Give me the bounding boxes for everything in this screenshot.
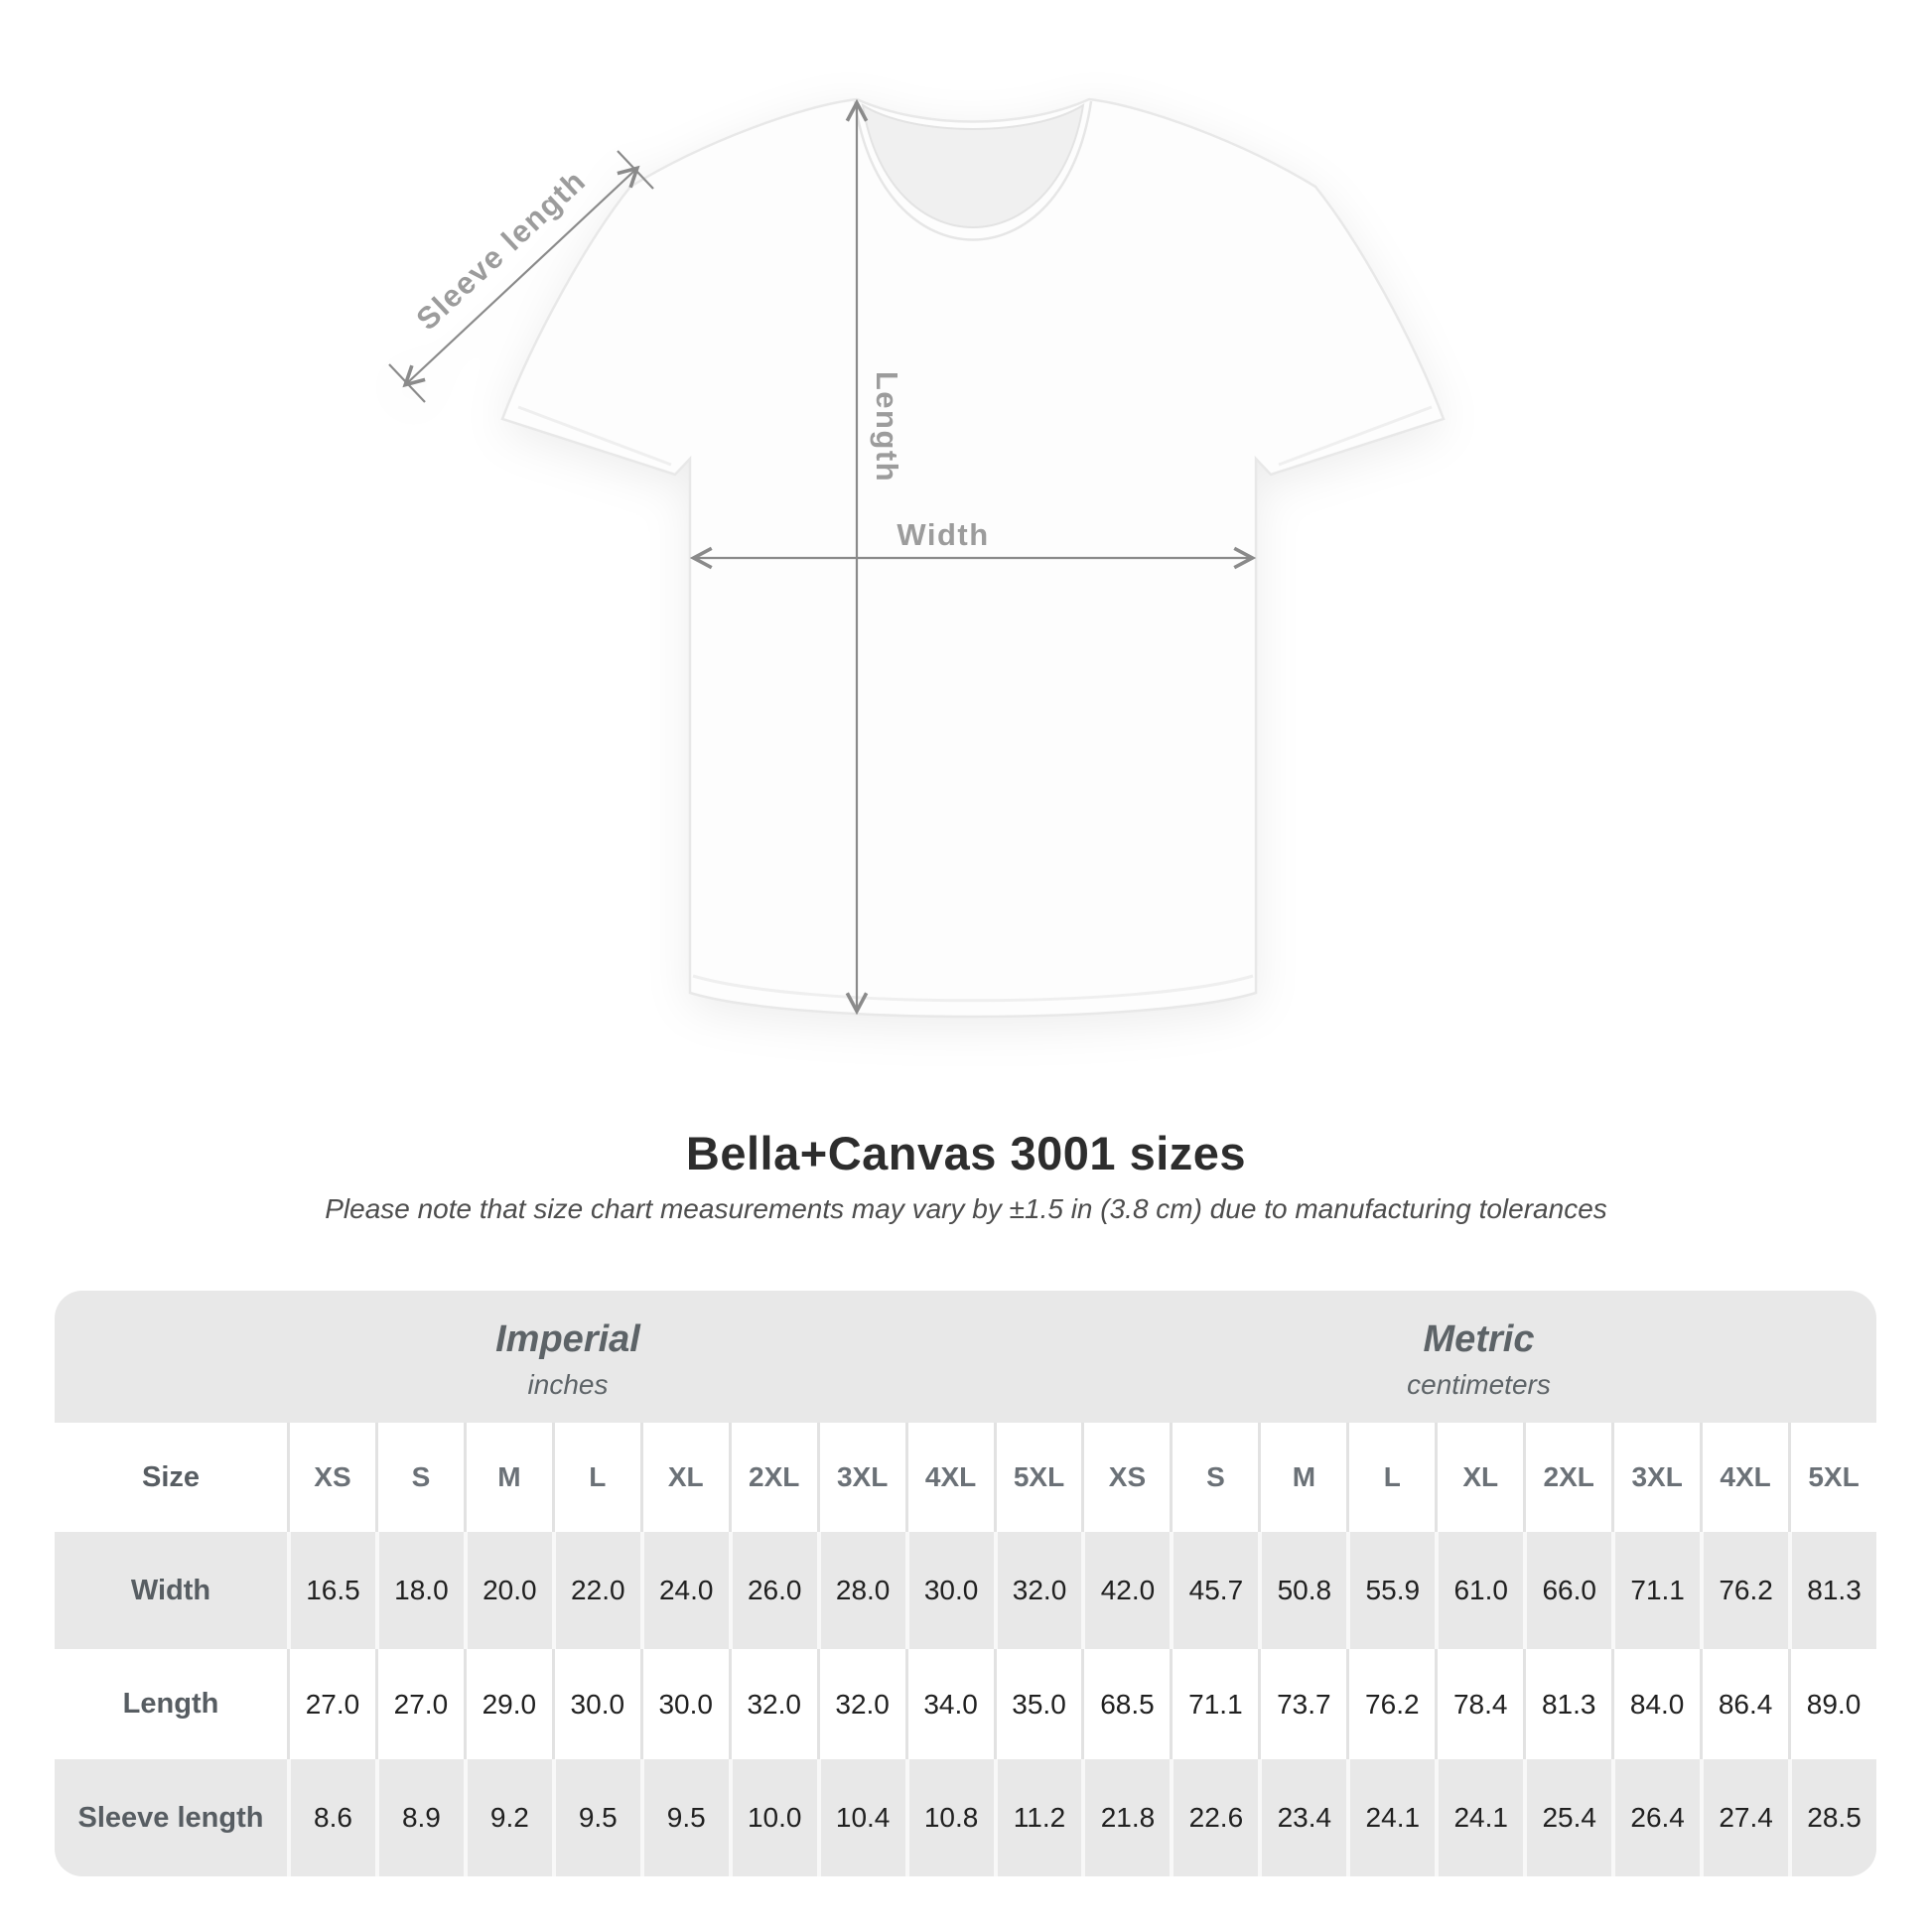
value-cell: 24.1 xyxy=(1435,1759,1524,1876)
value-cell: 35.0 xyxy=(993,1649,1082,1759)
value-cell: 61.0 xyxy=(1435,1532,1524,1649)
size-column-header-imperial-s: S xyxy=(374,1423,464,1532)
value-cell: 71.1 xyxy=(1170,1649,1259,1759)
value-cell: 81.3 xyxy=(1523,1649,1612,1759)
value-cell: 30.0 xyxy=(551,1649,640,1759)
size-column-header-metric-m: M xyxy=(1258,1423,1347,1532)
value-cell: 42.0 xyxy=(1081,1532,1171,1649)
value-cell: 30.0 xyxy=(639,1649,729,1759)
metric-section-unit: centimeters xyxy=(1407,1369,1551,1400)
value-cell: 81.3 xyxy=(1788,1532,1876,1649)
tshirt-neck-opening xyxy=(861,102,1085,228)
value-cell: 27.0 xyxy=(287,1649,375,1759)
table-header-band: Imperial inches Metric centimeters xyxy=(55,1291,1876,1423)
value-cell: 89.0 xyxy=(1788,1649,1876,1759)
value-cell: 11.2 xyxy=(993,1759,1082,1876)
size-column-header-imperial-5xl: 5XL xyxy=(993,1423,1082,1532)
page-title: Bella+Canvas 3001 sizes xyxy=(685,1127,1247,1179)
size-column-header-imperial-3xl: 3XL xyxy=(816,1423,905,1532)
size-column-header-imperial-xl: XL xyxy=(639,1423,729,1532)
size-column-header-metric-l: L xyxy=(1346,1423,1436,1532)
value-cell: 34.0 xyxy=(904,1649,994,1759)
size-header-label: Size xyxy=(55,1423,287,1532)
value-cell: 25.4 xyxy=(1523,1759,1612,1876)
sleeve-dimension-tick-bottom xyxy=(388,363,426,403)
value-cell: 68.5 xyxy=(1081,1649,1171,1759)
value-cell: 76.2 xyxy=(1346,1649,1436,1759)
value-cell: 8.6 xyxy=(287,1759,375,1876)
value-cell: 16.5 xyxy=(287,1532,375,1649)
value-cell: 29.0 xyxy=(463,1649,552,1759)
size-column-header-metric-3xl: 3XL xyxy=(1611,1423,1701,1532)
value-cell: 8.9 xyxy=(374,1759,464,1876)
value-cell: 10.4 xyxy=(816,1759,905,1876)
value-cell: 30.0 xyxy=(904,1532,994,1649)
value-cell: 78.4 xyxy=(1435,1649,1524,1759)
size-table: Imperial inches Metric centimeters Size X… xyxy=(55,1291,1876,1876)
value-cell: 26.0 xyxy=(728,1532,817,1649)
value-cell: 10.8 xyxy=(904,1759,994,1876)
value-cell: 9.5 xyxy=(639,1759,729,1876)
size-column-header-imperial-2xl: 2XL xyxy=(728,1423,817,1532)
width-label: Width xyxy=(897,517,990,552)
size-column-header-imperial-m: M xyxy=(463,1423,552,1532)
value-cell: 32.0 xyxy=(728,1649,817,1759)
value-cell: 50.8 xyxy=(1258,1532,1347,1649)
metric-section-header: Metric centimeters xyxy=(1081,1291,1876,1423)
value-cell: 28.0 xyxy=(816,1532,905,1649)
row-label: Sleeve length xyxy=(55,1759,287,1876)
value-cell: 22.0 xyxy=(551,1532,640,1649)
value-cell: 27.4 xyxy=(1700,1759,1789,1876)
value-cell: 45.7 xyxy=(1170,1532,1259,1649)
row-label: Width xyxy=(55,1532,287,1649)
size-column-header-metric-5xl: 5XL xyxy=(1788,1423,1876,1532)
value-cell: 66.0 xyxy=(1523,1532,1612,1649)
value-cell: 32.0 xyxy=(993,1532,1082,1649)
size-column-header-metric-xl: XL xyxy=(1435,1423,1524,1532)
value-cell: 9.5 xyxy=(551,1759,640,1876)
size-grid: Size XS S M L XL 2XL 3XL 4XL 5XL XS S M L XL 2XL 3XL 4XL 5… xyxy=(55,1423,1876,1876)
value-cell: 24.0 xyxy=(639,1532,729,1649)
length-label: Length xyxy=(870,370,904,483)
metric-section-title: Metric xyxy=(1423,1318,1535,1360)
value-cell: 86.4 xyxy=(1700,1649,1789,1759)
value-cell: 73.7 xyxy=(1258,1649,1347,1759)
sleeve-dimension-tick-top xyxy=(617,150,654,190)
tolerance-note: Please note that size chart measurements… xyxy=(325,1193,1607,1224)
size-column-header-metric-2xl: 2XL xyxy=(1523,1423,1612,1532)
value-cell: 18.0 xyxy=(374,1532,464,1649)
tshirt-seams xyxy=(517,405,1433,1003)
value-cell: 21.8 xyxy=(1081,1759,1171,1876)
imperial-section-unit: inches xyxy=(527,1369,609,1400)
tshirt-collar-band xyxy=(853,100,1093,241)
value-cell: 24.1 xyxy=(1346,1759,1436,1876)
size-column-header-metric-4xl: 4XL xyxy=(1700,1423,1789,1532)
value-cell: 27.0 xyxy=(374,1649,464,1759)
tshirt-illustration xyxy=(388,97,1446,1019)
value-cell: 22.6 xyxy=(1170,1759,1259,1876)
value-cell: 23.4 xyxy=(1258,1759,1347,1876)
value-cell: 9.2 xyxy=(463,1759,552,1876)
size-column-header-imperial-4xl: 4XL xyxy=(904,1423,994,1532)
row-label: Length xyxy=(55,1649,287,1759)
value-cell: 76.2 xyxy=(1700,1532,1789,1649)
value-cell: 32.0 xyxy=(816,1649,905,1759)
size-column-header-metric-xs: XS xyxy=(1081,1423,1171,1532)
sleeve-dimension-arrow xyxy=(407,170,635,383)
imperial-section-title: Imperial xyxy=(495,1318,640,1360)
size-column-header-metric-s: S xyxy=(1170,1423,1259,1532)
size-column-header-imperial-l: L xyxy=(551,1423,640,1532)
value-cell: 28.5 xyxy=(1788,1759,1876,1876)
size-column-header-imperial-xs: XS xyxy=(287,1423,375,1532)
value-cell: 20.0 xyxy=(463,1532,552,1649)
value-cell: 55.9 xyxy=(1346,1532,1436,1649)
value-cell: 84.0 xyxy=(1611,1649,1701,1759)
value-cell: 26.4 xyxy=(1611,1759,1701,1876)
imperial-section-header: Imperial inches xyxy=(55,1291,1081,1423)
value-cell: 71.1 xyxy=(1611,1532,1701,1649)
value-cell: 10.0 xyxy=(728,1759,817,1876)
tshirt-diagram xyxy=(377,79,1489,1072)
